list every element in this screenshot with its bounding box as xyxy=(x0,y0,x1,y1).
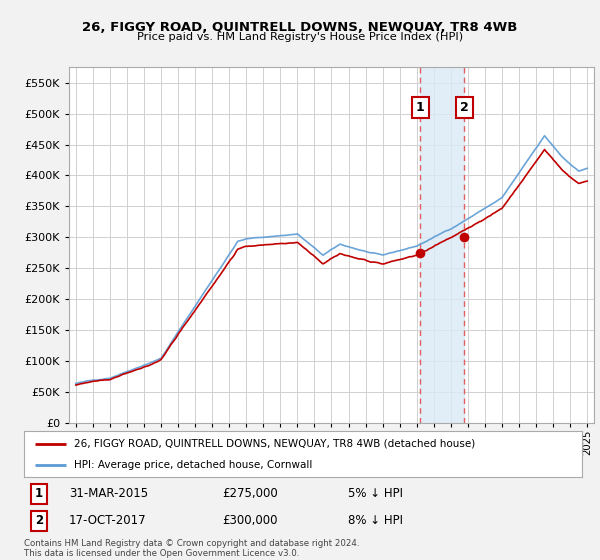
Bar xyxy=(421,67,464,423)
Text: Price paid vs. HM Land Registry's House Price Index (HPI): Price paid vs. HM Land Registry's House … xyxy=(137,32,463,43)
Text: 2: 2 xyxy=(460,101,469,114)
Text: 8% ↓ HPI: 8% ↓ HPI xyxy=(348,514,403,528)
Text: 1: 1 xyxy=(416,101,425,114)
Text: 26, FIGGY ROAD, QUINTRELL DOWNS, NEWQUAY, TR8 4WB: 26, FIGGY ROAD, QUINTRELL DOWNS, NEWQUAY… xyxy=(82,21,518,34)
Text: £275,000: £275,000 xyxy=(222,487,278,501)
Text: 5% ↓ HPI: 5% ↓ HPI xyxy=(348,487,403,501)
Text: 26, FIGGY ROAD, QUINTRELL DOWNS, NEWQUAY, TR8 4WB (detached house): 26, FIGGY ROAD, QUINTRELL DOWNS, NEWQUAY… xyxy=(74,438,475,449)
Text: 31-MAR-2015: 31-MAR-2015 xyxy=(69,487,148,501)
Text: Contains HM Land Registry data © Crown copyright and database right 2024.
This d: Contains HM Land Registry data © Crown c… xyxy=(24,539,359,558)
Text: 2: 2 xyxy=(35,514,43,528)
Text: 1: 1 xyxy=(35,487,43,501)
Text: £300,000: £300,000 xyxy=(222,514,277,528)
Text: HPI: Average price, detached house, Cornwall: HPI: Average price, detached house, Corn… xyxy=(74,460,313,470)
Text: 17-OCT-2017: 17-OCT-2017 xyxy=(69,514,146,528)
